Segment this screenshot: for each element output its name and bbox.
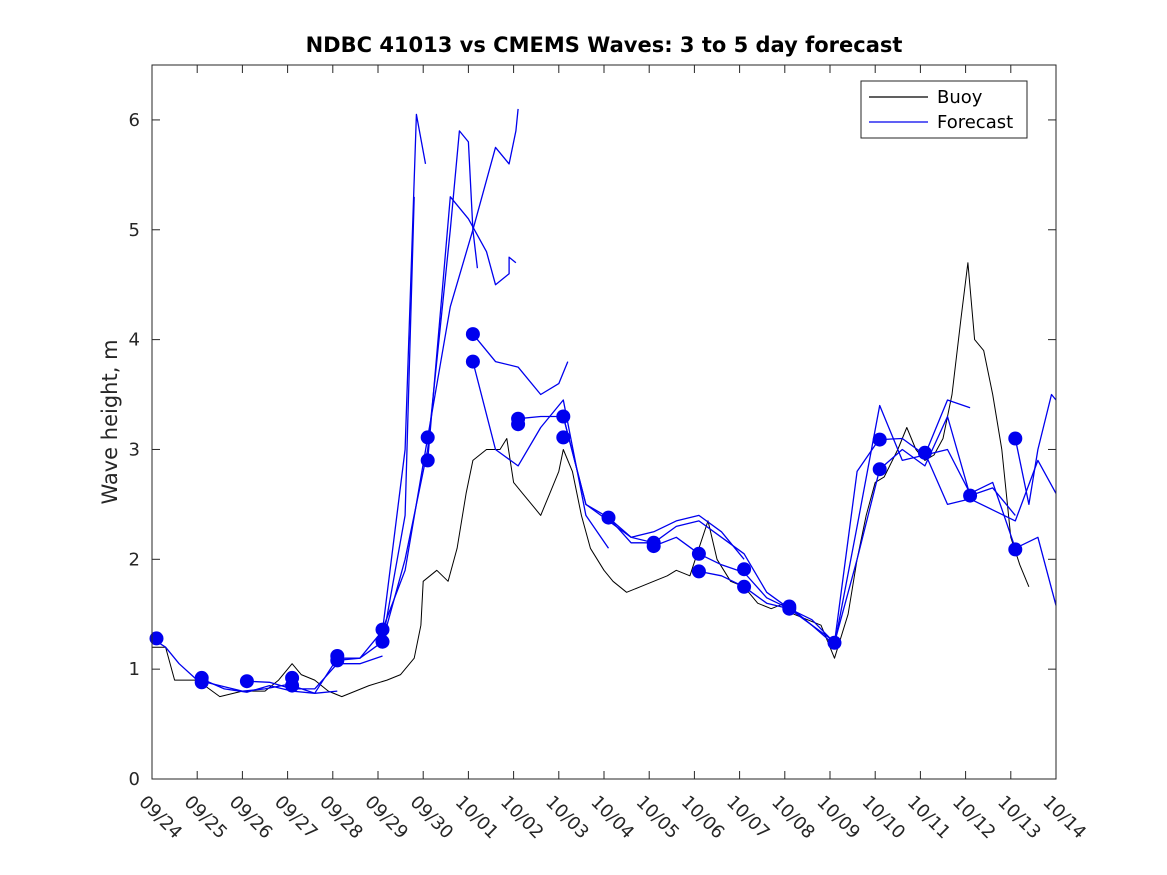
forecast-marker (375, 634, 390, 649)
series-line-forecast-3 (246, 655, 383, 690)
forecast-marker (691, 564, 706, 579)
forecast-marker (556, 409, 571, 424)
forecast-marker (1008, 431, 1023, 446)
forecast-marker (420, 430, 435, 445)
legend-label-buoy: Buoy (937, 87, 983, 108)
y-tick-label: 6 (129, 110, 140, 131)
marker-layer (149, 327, 1023, 693)
forecast-marker (782, 601, 797, 616)
forecast-marker (827, 635, 842, 650)
legend-label-forecast: Forecast (937, 112, 1013, 133)
series-line-forecast-20 (1014, 393, 1057, 506)
forecast-marker (330, 653, 345, 668)
series-line-forecast-5 (337, 113, 427, 662)
forecast-marker (963, 488, 978, 503)
forecast-marker (646, 539, 661, 554)
y-tick-label: 0 (129, 769, 140, 790)
series-line-forecast-12 (562, 416, 745, 560)
series-line-forecast-13 (608, 517, 790, 610)
forecast-marker (375, 622, 390, 637)
y-tick-label: 2 (129, 549, 140, 570)
forecast-marker (556, 430, 571, 445)
series-line-forecast-8 (427, 196, 517, 461)
forecast-marker (872, 432, 887, 447)
legend: Buoy Forecast (860, 80, 1028, 139)
forecast-marker (149, 631, 164, 646)
forecast-marker (872, 462, 887, 477)
plot-area (152, 65, 1056, 779)
forecast-marker (239, 674, 254, 689)
series-line-forecast-17 (833, 415, 1016, 643)
forecast-marker (1008, 542, 1023, 557)
y-tick-label: 5 (129, 220, 140, 241)
y-tick-label: 1 (129, 659, 140, 680)
forecast-marker (511, 417, 526, 432)
chart-title: NDBC 41013 vs CMEMS Waves: 3 to 5 day fo… (306, 33, 903, 57)
legend-box (860, 80, 1028, 139)
series-line-buoy (152, 262, 1030, 698)
forecast-marker (194, 675, 209, 690)
series-line-forecast-16 (788, 399, 971, 646)
forecast-marker (737, 562, 752, 577)
series-line-forecast-6 (381, 130, 479, 642)
y-axis-label: Wave height, m (98, 339, 122, 504)
forecast-marker (691, 546, 706, 561)
forecast-marker (601, 510, 616, 525)
forecast-marker (420, 453, 435, 468)
forecast-marker (737, 579, 752, 594)
y-tick-label: 3 (129, 439, 140, 460)
forecast-marker (285, 678, 300, 693)
y-tick-label: 4 (129, 330, 140, 351)
forecast-marker (465, 327, 480, 342)
series-line-forecast-19 (924, 452, 1057, 522)
forecast-marker (465, 354, 480, 369)
series-line-forecast-7 (381, 108, 519, 630)
series-line-forecast-9 (472, 333, 569, 396)
series-line-forecast-10 (472, 361, 610, 549)
forecast-marker (917, 445, 932, 460)
